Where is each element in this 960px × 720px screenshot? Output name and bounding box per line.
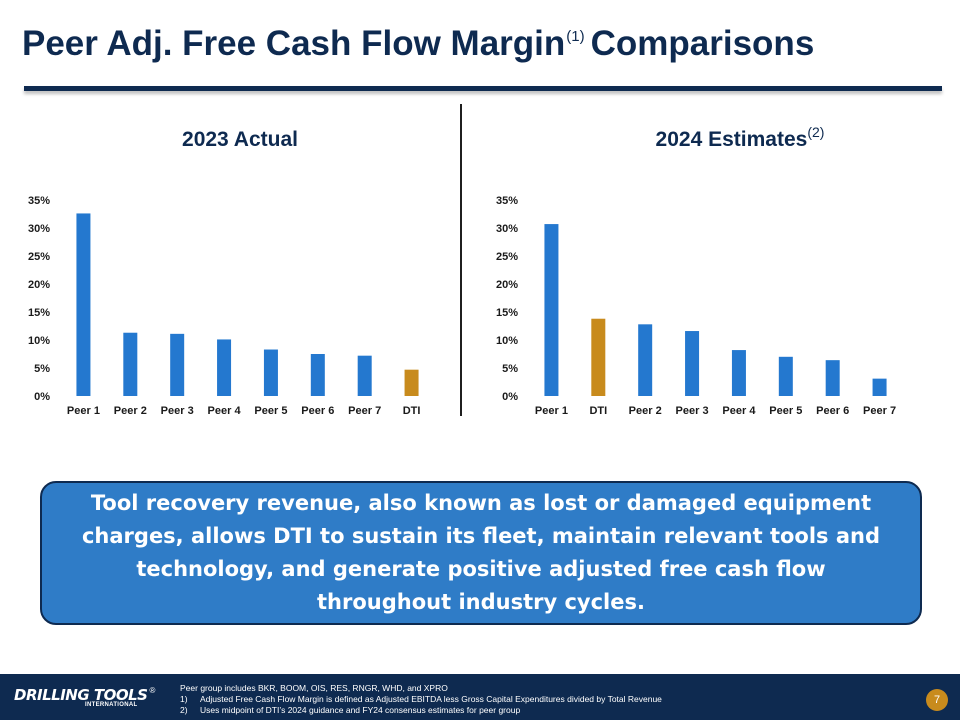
x-tick-label: Peer 3 bbox=[676, 405, 709, 417]
logo-registered-mark: ® bbox=[149, 686, 156, 695]
bar-peer-4 bbox=[217, 339, 232, 396]
x-tick-label: Peer 6 bbox=[301, 405, 334, 417]
y-tick-label: 20% bbox=[28, 279, 50, 291]
x-tick-label: Peer 2 bbox=[114, 405, 147, 417]
x-tick-label: Peer 4 bbox=[208, 405, 242, 417]
y-tick-label: 30% bbox=[28, 223, 50, 235]
bar-peer-3 bbox=[685, 331, 700, 396]
footnote-intro: Peer group includes BKR, BOOM, OIS, RES,… bbox=[180, 683, 448, 693]
y-tick-label: 5% bbox=[34, 363, 50, 375]
chart-2024-title: 2024 Estimates(2) bbox=[590, 124, 890, 152]
bar-peer-2 bbox=[638, 324, 653, 396]
chart-2023-title: 2023 Actual bbox=[90, 128, 390, 152]
x-tick-label: Peer 1 bbox=[67, 405, 100, 417]
y-tick-label: 30% bbox=[496, 223, 518, 235]
bar-peer-5 bbox=[778, 356, 793, 396]
y-tick-label: 0% bbox=[502, 391, 518, 403]
page-title-main: Peer Adj. Free Cash Flow Margin bbox=[22, 24, 566, 63]
footnote-1: 1) Adjusted Free Cash Flow Margin is defi… bbox=[180, 694, 662, 705]
page-title-end: Comparisons bbox=[590, 24, 815, 63]
x-tick-label: Peer 7 bbox=[863, 405, 896, 417]
y-tick-label: 35% bbox=[28, 195, 50, 207]
footnote-1-text: Adjusted Free Cash Flow Margin is define… bbox=[200, 694, 662, 704]
y-tick-label: 25% bbox=[496, 251, 518, 263]
bar-peer-4 bbox=[731, 350, 746, 396]
callout-box: Tool recovery revenue, also known as los… bbox=[40, 481, 922, 625]
bar-dti bbox=[404, 369, 419, 396]
bar-peer-3 bbox=[170, 333, 185, 396]
x-tick-label: DTI bbox=[589, 405, 607, 417]
bar-peer-6 bbox=[310, 354, 325, 396]
x-tick-label: Peer 5 bbox=[769, 405, 802, 417]
footnote-2-number: 2) bbox=[180, 705, 188, 715]
title-underline bbox=[24, 86, 942, 91]
logo-subtitle: INTERNATIONAL bbox=[85, 702, 138, 708]
x-tick-label: DTI bbox=[403, 405, 421, 417]
chart-2024-title-text: 2024 Estimates bbox=[655, 128, 808, 151]
chart-2023-title-text: 2023 Actual bbox=[182, 128, 298, 151]
x-tick-label: Peer 2 bbox=[629, 405, 662, 417]
y-tick-label: 5% bbox=[502, 363, 518, 375]
page-title: Peer Adj. Free Cash Flow Margin(1) Compar… bbox=[22, 24, 814, 64]
bar-peer-2 bbox=[123, 332, 138, 396]
footer-bar: DRILLING TOOLS ® INTERNATIONAL Peer group… bbox=[0, 674, 960, 720]
footnotes: Peer group includes BKR, BOOM, OIS, RES,… bbox=[180, 683, 662, 716]
y-tick-label: 15% bbox=[28, 307, 50, 319]
footnote-2-text: Uses midpoint of DTI’s 2024 guidance and… bbox=[200, 705, 521, 715]
bar-peer-1 bbox=[544, 224, 559, 396]
chart-2024-estimates: 0% 5% 10% 15% 20% 25% 30% 35% Peer 1 DTI Peer 2 Pee… bbox=[496, 195, 896, 417]
chart-2023-actual: 0% 5% 10% 15% 20% 25% 30% 35% Peer 1 Peer 2 Peer 3… bbox=[28, 195, 421, 417]
bar-peer-6 bbox=[825, 360, 840, 396]
callout-text: Tool recovery revenue, also known as los… bbox=[81, 491, 881, 614]
y-tick-label: 10% bbox=[496, 335, 518, 347]
x-tick-label: Peer 6 bbox=[816, 405, 849, 417]
x-tick-label: Peer 4 bbox=[722, 405, 756, 417]
footnote-1-number: 1) bbox=[180, 694, 188, 704]
title-footnote-marker: (1) bbox=[566, 28, 585, 45]
x-tick-label: Peer 1 bbox=[535, 405, 568, 417]
y-tick-label: 10% bbox=[28, 335, 50, 347]
bar-peer-7 bbox=[872, 378, 887, 396]
y-tick-label: 35% bbox=[496, 195, 518, 207]
x-tick-label: Peer 3 bbox=[161, 405, 194, 417]
x-tick-label: Peer 5 bbox=[254, 405, 287, 417]
bar-peer-1 bbox=[76, 213, 91, 396]
bar-peer-7 bbox=[357, 355, 372, 396]
y-tick-label: 15% bbox=[496, 307, 518, 319]
footnote-2: 2) Uses midpoint of DTI’s 2024 guidance a… bbox=[180, 705, 662, 716]
chart-divider bbox=[460, 104, 462, 416]
chart-2024-footnote-marker: (2) bbox=[807, 124, 825, 140]
logo-wordmark: DRILLING TOOLS bbox=[14, 686, 148, 704]
bar-dti bbox=[591, 318, 606, 396]
bar-peer-5 bbox=[263, 349, 278, 396]
company-logo: DRILLING TOOLS ® INTERNATIONAL bbox=[14, 686, 156, 708]
y-tick-label: 25% bbox=[28, 251, 50, 263]
page-number-badge: 7 bbox=[926, 689, 948, 711]
y-tick-label: 20% bbox=[496, 279, 518, 291]
y-tick-label: 0% bbox=[34, 391, 50, 403]
x-tick-label: Peer 7 bbox=[348, 405, 381, 417]
